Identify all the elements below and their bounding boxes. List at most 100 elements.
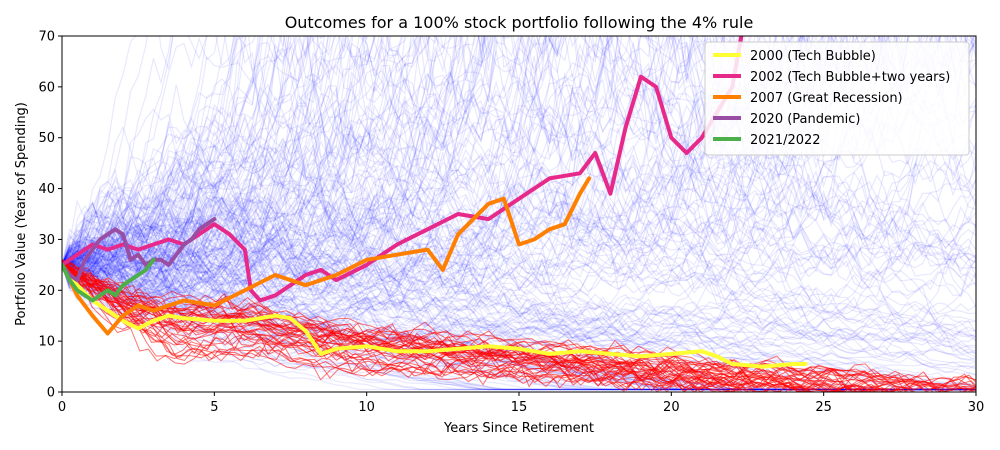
simulation-path-success — [62, 36, 660, 270]
simulation-path-success — [62, 36, 976, 275]
simulation-path-success — [62, 234, 976, 319]
simulation-path-success — [62, 36, 811, 270]
x-axis-title: Years Since Retirement — [443, 421, 594, 436]
y-tick-label: 20 — [38, 284, 55, 299]
simulation-path-success — [62, 88, 976, 271]
simulation-path-success — [62, 36, 546, 286]
simulation-path-success — [62, 159, 976, 358]
simulation-path-success — [62, 36, 976, 292]
simulation-path-failure — [62, 265, 878, 392]
y-axis-title: Portfolio Value (Years of Spending) — [14, 102, 29, 326]
simulation-path-success — [62, 36, 292, 266]
simulation-path-failure — [62, 266, 880, 392]
simulation-path-success — [62, 187, 976, 385]
simulation-path-success — [62, 36, 976, 295]
series-line-4 — [62, 257, 156, 303]
simulation-path-success — [62, 218, 976, 311]
simulation-path-success — [62, 259, 976, 391]
simulation-path-success — [62, 36, 804, 266]
simulation-path-failure — [62, 265, 864, 392]
simulation-path-success — [62, 215, 976, 361]
simulation-path-success — [62, 218, 976, 342]
simulation-path-success — [62, 78, 976, 296]
simulation-path-success — [62, 184, 976, 286]
simulation-path-success — [62, 36, 784, 266]
simulation-path-success — [62, 253, 976, 362]
simulation-path-success — [62, 36, 492, 268]
legend: 2000 (Tech Bubble) 2002 (Tech Bubble+two … — [704, 41, 970, 156]
y-tick-label: 60 — [38, 80, 55, 95]
simulation-path-success — [62, 36, 703, 266]
simulation-path-success — [62, 239, 976, 364]
simulation-path-success — [62, 121, 976, 295]
simulation-path-success — [62, 36, 803, 274]
simulation-path-success — [62, 36, 552, 272]
simulation-path-success — [62, 196, 976, 362]
simulation-path-success — [62, 36, 976, 272]
simulation-path-success — [62, 36, 910, 288]
historical-paths — [62, 36, 808, 369]
simulation-path-success — [62, 36, 963, 292]
series-line-3 — [62, 217, 217, 283]
simulation-path-success — [62, 36, 976, 286]
simulation-path-success — [62, 264, 976, 356]
simulation-path-success — [62, 258, 976, 388]
simulation-path-success — [62, 175, 976, 294]
simulation-path-success — [62, 222, 976, 370]
simulation-path-success — [62, 191, 976, 353]
y-tick-label: 70 — [38, 30, 55, 45]
simulation-path-success — [62, 36, 976, 289]
legend-label-2: 2007 (Great Recession) — [750, 91, 903, 106]
y-tick-label: 10 — [38, 335, 55, 350]
simulation-path-success — [62, 193, 976, 388]
simulation-path-failure — [62, 265, 789, 392]
simulation-path-success — [62, 263, 976, 387]
simulation-path-failure — [62, 258, 916, 392]
simulation-path-success — [62, 36, 734, 302]
simulation-path-success — [62, 36, 483, 266]
simulation-path-success — [62, 36, 642, 295]
simulation-path-success — [62, 36, 976, 269]
simulation-path-success — [62, 197, 976, 338]
simulation-path-success — [62, 96, 976, 288]
simulation-path-success — [62, 207, 976, 312]
simulation-path-success — [62, 36, 939, 293]
series-line-2 — [62, 176, 592, 336]
simulation-path-success — [62, 208, 976, 348]
legend-box — [704, 41, 970, 156]
simulation-path-success — [62, 36, 558, 266]
simulation-path-success — [62, 36, 707, 279]
simulation-path-success — [62, 36, 741, 290]
x-tick-label: 30 — [968, 400, 985, 415]
simulation-path-success — [62, 36, 297, 266]
simulation-path-success — [62, 36, 772, 272]
simulation-path-success — [62, 36, 490, 278]
simulation-path-success — [62, 189, 976, 343]
simulation-path-success — [62, 36, 892, 298]
simulation-path-success — [62, 205, 976, 317]
simulation-path-success — [62, 251, 976, 386]
simulation-path-success — [62, 183, 976, 391]
x-tick-label: 5 — [210, 400, 218, 415]
simulation-path-success — [62, 102, 976, 325]
x-tick-label: 15 — [511, 400, 528, 415]
simulation-path-success — [62, 148, 976, 307]
simulation-path-success — [62, 36, 976, 271]
simulation-path-success — [62, 36, 920, 266]
simulation-path-success — [62, 36, 548, 277]
y-tick-label: 30 — [38, 233, 55, 248]
simulation-path-success — [62, 151, 976, 272]
simulation-path-success — [62, 36, 941, 296]
x-tick-label: 10 — [358, 400, 375, 415]
simulation-path-success — [62, 36, 670, 266]
simulation-path-success — [62, 36, 909, 266]
simulation-path-failure — [62, 262, 874, 392]
simulation-path-failure — [62, 262, 771, 392]
simulation-path-success — [62, 36, 876, 268]
simulation-path-success — [62, 247, 976, 391]
series-line-0 — [62, 262, 808, 369]
simulation-path-success — [62, 36, 665, 286]
simulation-path-success — [62, 36, 612, 267]
